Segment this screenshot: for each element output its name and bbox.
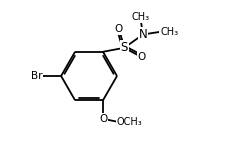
Text: O: O xyxy=(114,24,123,34)
Text: OCH₃: OCH₃ xyxy=(116,117,142,126)
Text: S: S xyxy=(120,41,127,54)
Text: CH₃: CH₃ xyxy=(131,12,149,22)
Text: O: O xyxy=(137,52,145,62)
Text: Br: Br xyxy=(31,71,42,81)
Text: N: N xyxy=(138,28,147,41)
Text: CH₃: CH₃ xyxy=(160,27,178,37)
Text: O: O xyxy=(99,114,107,124)
